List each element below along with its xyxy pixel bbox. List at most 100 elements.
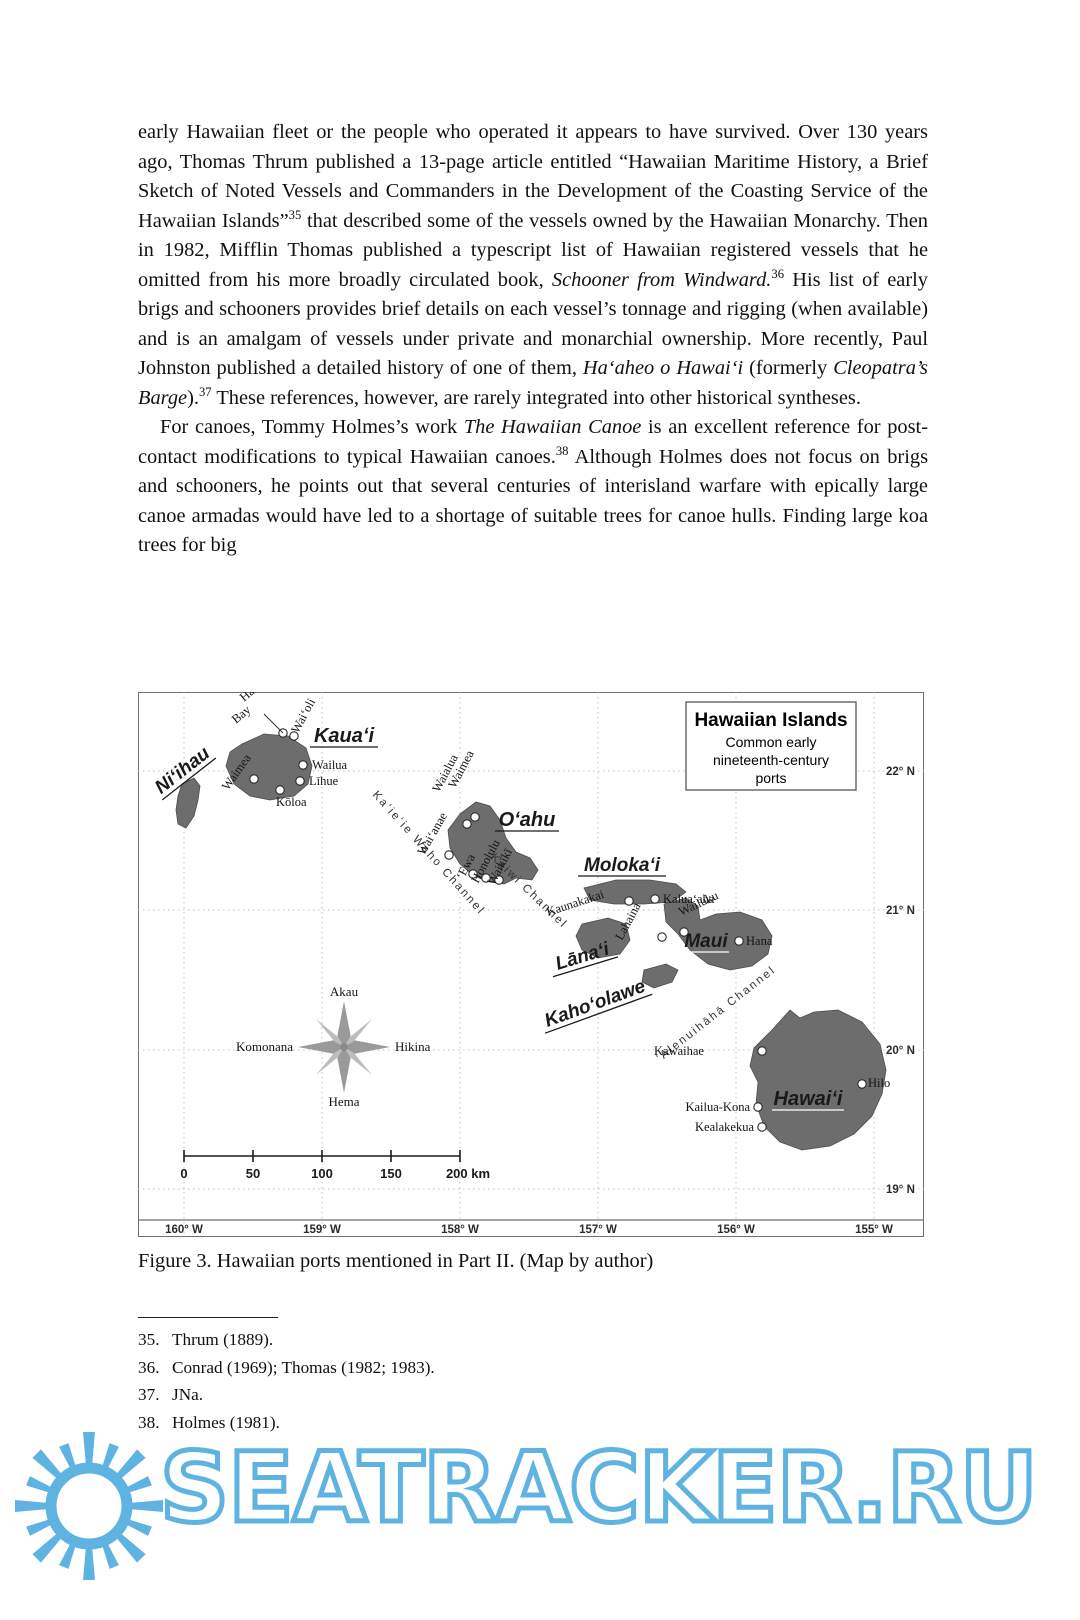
watermark-overlay: SEATRACKER.RU xyxy=(0,1420,1080,1610)
port-dot-waialua xyxy=(462,819,472,829)
port-dot-kaunakakai xyxy=(624,896,634,906)
port-dot-waioli xyxy=(289,731,299,741)
compass-label-north: Akau xyxy=(330,984,359,999)
compass-label-west: Komonana xyxy=(236,1039,293,1054)
port-dot-waimea-kauai xyxy=(249,774,259,784)
port-label-hilo: Hilo xyxy=(868,1076,890,1090)
port-dot-kailua-kona xyxy=(753,1102,763,1112)
port-dot-ewa xyxy=(468,869,478,879)
lon-label-155w: 155° W xyxy=(855,1224,893,1236)
footnote-37-number: 37. xyxy=(138,1385,160,1404)
island-maui xyxy=(663,897,773,971)
island-landmasses xyxy=(175,733,887,1151)
lat-label-20n: 20° N xyxy=(886,1045,915,1057)
legend-title: Hawaiian Islands xyxy=(694,710,847,731)
port-label-kaunakakai: Kaunakakai xyxy=(545,887,607,919)
footnote-37-text: JNa. xyxy=(172,1385,204,1404)
footnote-38: 38. Holmes (1981). xyxy=(138,1410,838,1437)
footnote-36-text: Conrad (1969); Thomas (1982; 1983). xyxy=(172,1357,435,1377)
island-label-kauai: Kauaʻi xyxy=(314,725,374,747)
legend-subtitle-line-1: Common early xyxy=(725,734,816,750)
paragraph-2: For canoes, Tommy Holmes’s work The Hawa… xyxy=(138,416,928,556)
figure-caption: Figure 3. Hawaiian ports mentioned in Pa… xyxy=(138,1250,654,1272)
port-label-lihue: Līhue xyxy=(309,774,339,788)
scale-tick-100: 100 xyxy=(311,1166,333,1181)
port-label-kailua-kona: Kailua-Kona xyxy=(685,1100,750,1114)
scale-bar: 0 50 100 150 200 km xyxy=(180,1150,490,1181)
longitude-labels: 160° W 159° W 158° W 157° W 156° W 155° … xyxy=(165,1224,893,1236)
footnote-list: 35. Thrum (1889). 36. Conrad (1969); Thoma… xyxy=(138,1327,838,1437)
map-legend: Hawaiian Islands Common early nineteenth… xyxy=(685,701,857,791)
port-leader-lines xyxy=(263,713,284,734)
footnote-38-text: Holmes (1981). xyxy=(172,1412,280,1432)
scale-tick-0: 0 xyxy=(180,1166,187,1181)
lon-label-158w: 158° W xyxy=(441,1224,479,1236)
body-text-column: early Hawaiian fleet or the people who o… xyxy=(138,118,928,561)
port-dot-wailua xyxy=(298,760,308,770)
footnote-separator-rule xyxy=(138,1317,278,1318)
port-label-wailua: Wailua xyxy=(312,758,348,772)
footnote-37: 37. JNa. xyxy=(138,1382,838,1409)
footnote-ref-38[interactable]: 38 xyxy=(555,443,569,458)
lat-label-21n: 21° N xyxy=(886,905,915,917)
scale-tick-200: 200 km xyxy=(446,1166,490,1181)
footnote-ref-35[interactable]: 35 xyxy=(288,207,302,222)
paragraph-1: early Hawaiian fleet or the people who o… xyxy=(138,121,929,409)
compass-label-east: Hikina xyxy=(395,1039,431,1054)
port-dot-kawaihae xyxy=(757,1046,767,1056)
port-label-kealakekua: Kealakekua xyxy=(695,1120,754,1134)
port-dot-hana xyxy=(734,936,744,946)
port-label-kaluaaha: Kaluaʻaha xyxy=(663,892,715,906)
port-markers[interactable] xyxy=(249,728,867,1132)
port-label-koloa: Kōloa xyxy=(276,795,307,809)
island-label-kahoolawe: Kahoʻolawe xyxy=(542,976,649,1032)
footnote-35-number: 35. xyxy=(138,1330,160,1349)
island-label-hawaii: Hawaiʻi xyxy=(774,1088,843,1110)
lat-label-19n: 19° N xyxy=(886,1184,915,1196)
lon-label-157w: 157° W xyxy=(579,1224,617,1236)
port-dot-waianae xyxy=(444,850,454,860)
latitude-labels: 22° N 21° N 20° N 19° N xyxy=(886,766,915,1196)
island-kahoolawe xyxy=(641,963,679,989)
compass-rose: Akau Hema Komonana Hikina xyxy=(236,984,431,1109)
footnote-36-number: 36. xyxy=(138,1357,160,1377)
footnote-38-number: 38. xyxy=(138,1412,160,1432)
port-label-kawaihae: Kawaihae xyxy=(654,1044,704,1058)
footnote-ref-37[interactable]: 37 xyxy=(198,384,212,399)
port-dot-waikiki xyxy=(494,875,504,885)
island-niihau xyxy=(175,777,201,829)
island-lanai xyxy=(575,917,631,959)
island-label-maui: Maui xyxy=(684,931,728,952)
port-dot-kealakekua xyxy=(757,1122,767,1132)
port-dot-honolulu xyxy=(481,873,491,883)
island-molokai xyxy=(583,879,687,905)
port-dot-koloa xyxy=(275,785,285,795)
lat-label-22n: 22° N xyxy=(886,766,915,778)
footnote-ref-36[interactable]: 36 xyxy=(771,266,785,281)
scale-tick-150: 150 xyxy=(380,1166,402,1181)
port-dot-kaluaaha xyxy=(650,894,660,904)
port-dot-lahaina xyxy=(657,932,667,942)
hawaiian-islands-map: .grid{stroke:#c2c2c2;stroke-width:1;stro… xyxy=(138,692,924,1237)
sun-burst-icon xyxy=(15,1432,163,1580)
figure-3-map: .grid{stroke:#c2c2c2;stroke-width:1;stro… xyxy=(138,692,924,1237)
compass-label-south: Hema xyxy=(328,1094,359,1109)
legend-subtitle-line-2: nineteenth-century xyxy=(713,752,829,768)
watermark-text: SEATRACKER.RU xyxy=(158,1430,1041,1547)
port-label-hana: Hana xyxy=(746,934,773,948)
port-label-hanalei: Hanalei xyxy=(237,692,276,704)
island-hawaii xyxy=(749,1009,887,1151)
footnote-35: 35. Thrum (1889). xyxy=(138,1327,838,1354)
scale-tick-50: 50 xyxy=(246,1166,260,1181)
lon-label-160w: 160° W xyxy=(165,1224,203,1236)
port-label-bay: Bay xyxy=(229,702,254,726)
island-label-oahu: Oʻahu xyxy=(499,809,556,831)
port-dot-lihue xyxy=(295,776,305,786)
footnote-35-text: Thrum (1889). xyxy=(172,1330,274,1349)
port-dot-wailuku xyxy=(679,927,689,937)
footnote-36: 36. Conrad (1969); Thomas (1982; 1983). xyxy=(138,1355,838,1382)
island-kauai xyxy=(225,733,313,801)
legend-box xyxy=(685,701,857,791)
island-label-molokai: Molokaʻi xyxy=(584,855,661,876)
